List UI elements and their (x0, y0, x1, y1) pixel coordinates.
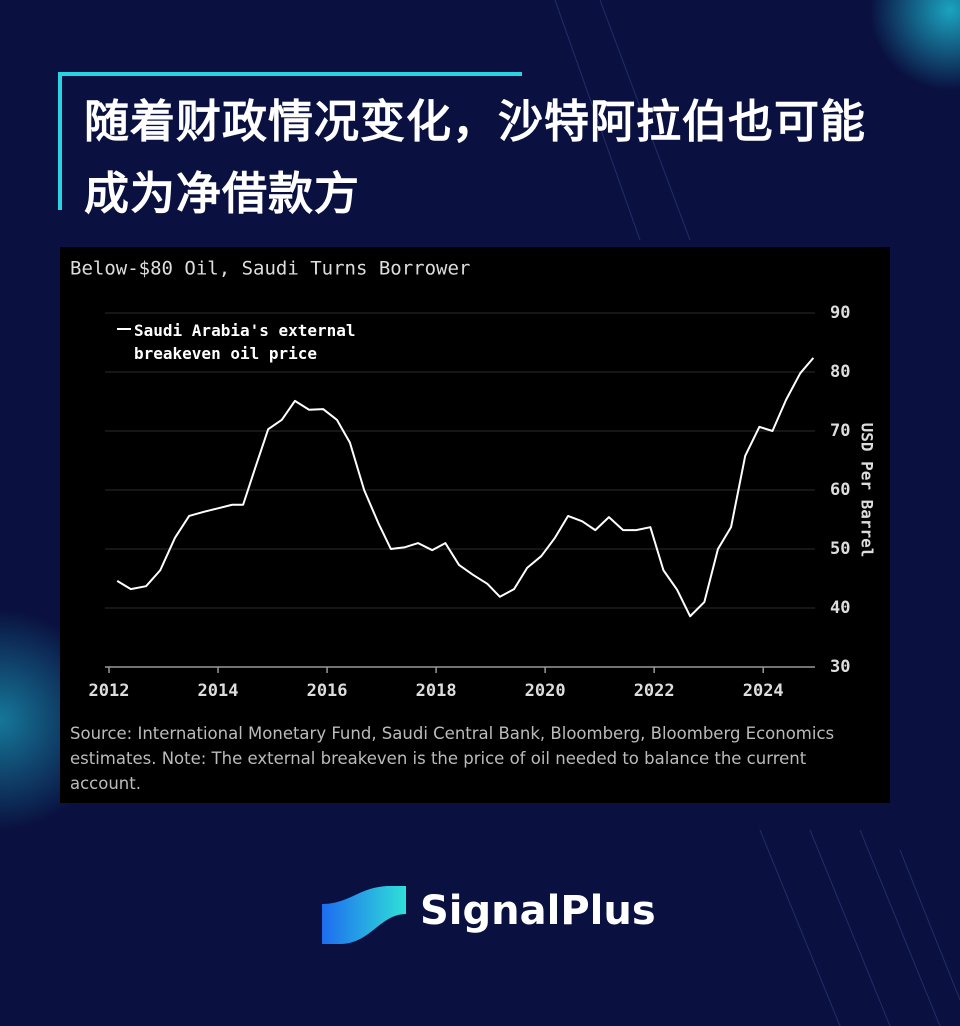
y-tick-label: 30 (830, 657, 850, 677)
data-line (116, 357, 815, 618)
x-tick-label: 2018 (416, 681, 457, 701)
x-tick-label: 2016 (307, 681, 348, 701)
brand-logo (322, 886, 406, 944)
y-tick-label: 70 (830, 421, 850, 441)
x-tick-label: 2014 (198, 681, 239, 701)
x-tick-label: 2012 (89, 681, 130, 701)
y-tick-label: 60 (830, 480, 850, 500)
headline: 随着财政情况变化，沙特阿拉伯也可能成为净借款方 (84, 95, 867, 220)
chart-title: Below-$80 Oil, Saudi Turns Borrower (70, 258, 470, 280)
source-note: Source: International Monetary Fund, Sau… (70, 724, 835, 793)
x-tick-label: 2020 (525, 681, 566, 701)
headline-frame (58, 72, 522, 210)
x-tick-label: 2024 (743, 681, 784, 701)
chart-panel: Below-$80 Oil, Saudi Turns Borrower USD … (60, 247, 890, 803)
y-tick-label: 50 (830, 539, 850, 559)
y-tick-label: 80 (830, 362, 850, 382)
y-tick-label: 90 (830, 303, 850, 323)
brand-name: SignalPlus (420, 888, 656, 934)
chart: Below-$80 Oil, Saudi Turns Borrower USD … (70, 258, 877, 702)
legend-label: Saudi Arabia's external breakeven oil pr… (134, 321, 356, 363)
x-tick-label: 2022 (634, 681, 675, 701)
y-tick-label: 40 (830, 598, 850, 618)
y-axis-label: USD Per Barrel (858, 423, 877, 558)
